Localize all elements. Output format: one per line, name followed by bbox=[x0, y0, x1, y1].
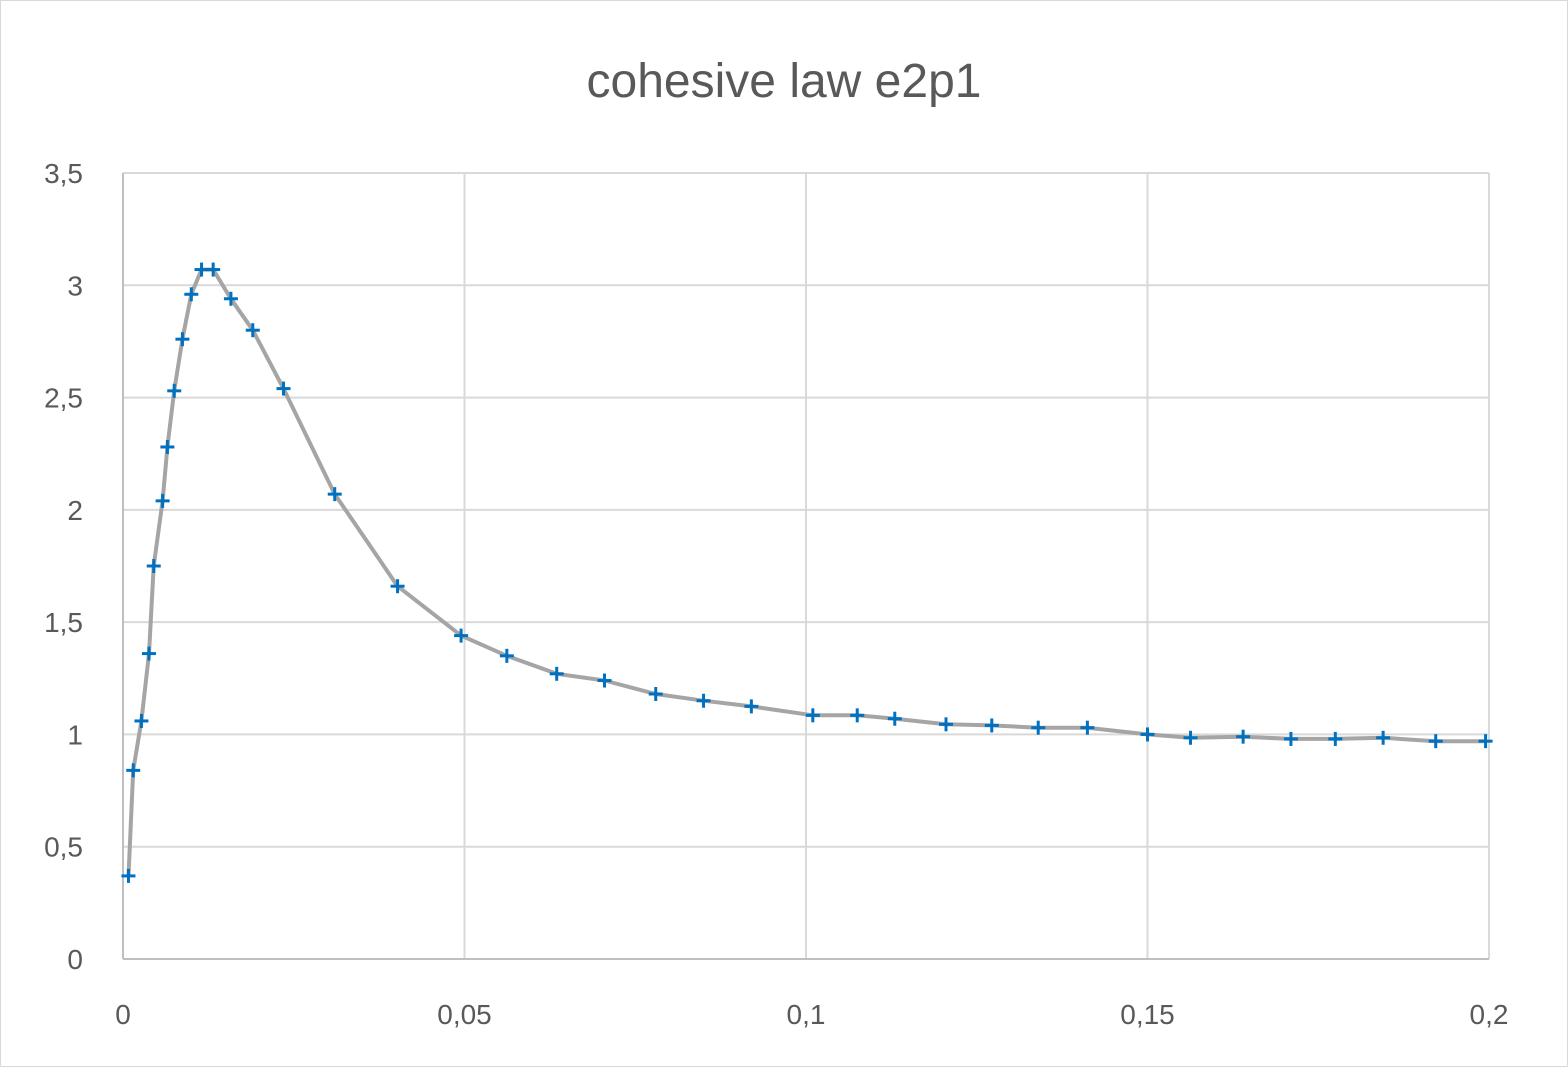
data-point bbox=[184, 287, 199, 302]
data-point bbox=[155, 493, 170, 508]
data-point bbox=[1080, 720, 1095, 735]
data-point bbox=[390, 579, 405, 594]
data-point bbox=[327, 487, 342, 502]
data-point bbox=[1283, 731, 1298, 746]
data-point bbox=[1428, 734, 1443, 749]
data-point bbox=[134, 713, 149, 728]
data-point bbox=[245, 323, 260, 338]
data-point bbox=[121, 868, 136, 883]
data-point bbox=[984, 718, 999, 733]
y-tick-label: 3,5 bbox=[44, 158, 83, 189]
data-point bbox=[1140, 727, 1155, 742]
series-line bbox=[126, 267, 1486, 876]
data-point bbox=[939, 717, 954, 732]
data-point bbox=[549, 666, 564, 681]
data-point bbox=[499, 648, 514, 663]
x-tick-label: 0,05 bbox=[437, 999, 492, 1030]
data-point bbox=[648, 687, 663, 702]
data-point bbox=[276, 381, 291, 396]
x-tick-label: 0 bbox=[115, 999, 131, 1030]
data-point bbox=[850, 708, 865, 723]
data-point bbox=[805, 708, 820, 723]
data-point bbox=[206, 262, 221, 277]
series bbox=[121, 262, 1493, 883]
y-tick-label: 3 bbox=[67, 270, 83, 301]
y-tick-label: 1 bbox=[67, 719, 83, 750]
data-point bbox=[223, 291, 238, 306]
data-point bbox=[141, 646, 156, 661]
data-point bbox=[126, 763, 141, 778]
axes bbox=[122, 173, 1489, 960]
y-tick-label: 0 bbox=[67, 944, 83, 975]
data-point bbox=[160, 439, 175, 454]
data-point bbox=[887, 711, 902, 726]
data-point bbox=[744, 699, 759, 714]
data-point bbox=[454, 628, 469, 643]
tick-labels: 0 0,5 1 1,5 2 2,5 3 3,5 0 0,05 0,1 0,15 0,2 bbox=[44, 158, 1508, 1030]
chart-title: cohesive law e2p1 bbox=[587, 55, 982, 108]
data-point bbox=[1183, 730, 1198, 745]
data-point bbox=[1376, 730, 1391, 745]
y-tick-label: 2,5 bbox=[44, 383, 83, 414]
data-point bbox=[167, 383, 182, 398]
data-point bbox=[1328, 731, 1343, 746]
x-tick-label: 0,1 bbox=[787, 999, 826, 1030]
data-point bbox=[175, 332, 190, 347]
y-tick-label: 0,5 bbox=[44, 832, 83, 863]
x-tick-label: 0,2 bbox=[1470, 999, 1509, 1030]
x-tick-label: 0,15 bbox=[1120, 999, 1175, 1030]
data-point bbox=[146, 559, 161, 573]
data-point bbox=[696, 693, 711, 708]
data-point bbox=[1478, 734, 1493, 749]
data-point bbox=[597, 673, 612, 688]
data-point bbox=[1031, 720, 1046, 735]
y-tick-label: 2 bbox=[67, 495, 83, 526]
y-tick-label: 1,5 bbox=[44, 607, 83, 638]
grid-lines bbox=[123, 172, 1490, 959]
data-point bbox=[1236, 729, 1251, 744]
